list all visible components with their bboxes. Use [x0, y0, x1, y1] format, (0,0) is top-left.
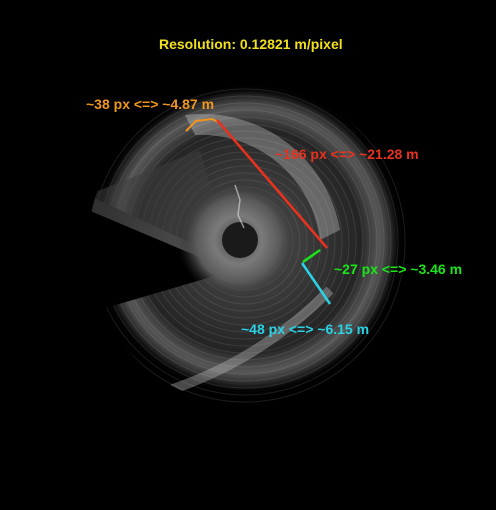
green-measurement-label: ~27 px <=> ~3.46 m [334, 261, 463, 277]
range-ring [88, 85, 406, 403]
cyan-measurement-line [300, 262, 332, 305]
red-measurement-line [216, 119, 328, 249]
resolution-label: Resolution: 0.12821 m/pixel [159, 36, 343, 52]
red-measurement-label: ~166 px <=> ~21.28 m [275, 146, 419, 162]
orange-measurement-label: ~38 px <=> ~4.87 m [86, 96, 215, 112]
sonar-disc [88, 85, 408, 405]
cyan-measurement-label: ~48 px <=> ~6.15 m [241, 321, 370, 337]
green-measurement-line [302, 248, 321, 264]
orange-measurement-line [185, 117, 219, 132]
